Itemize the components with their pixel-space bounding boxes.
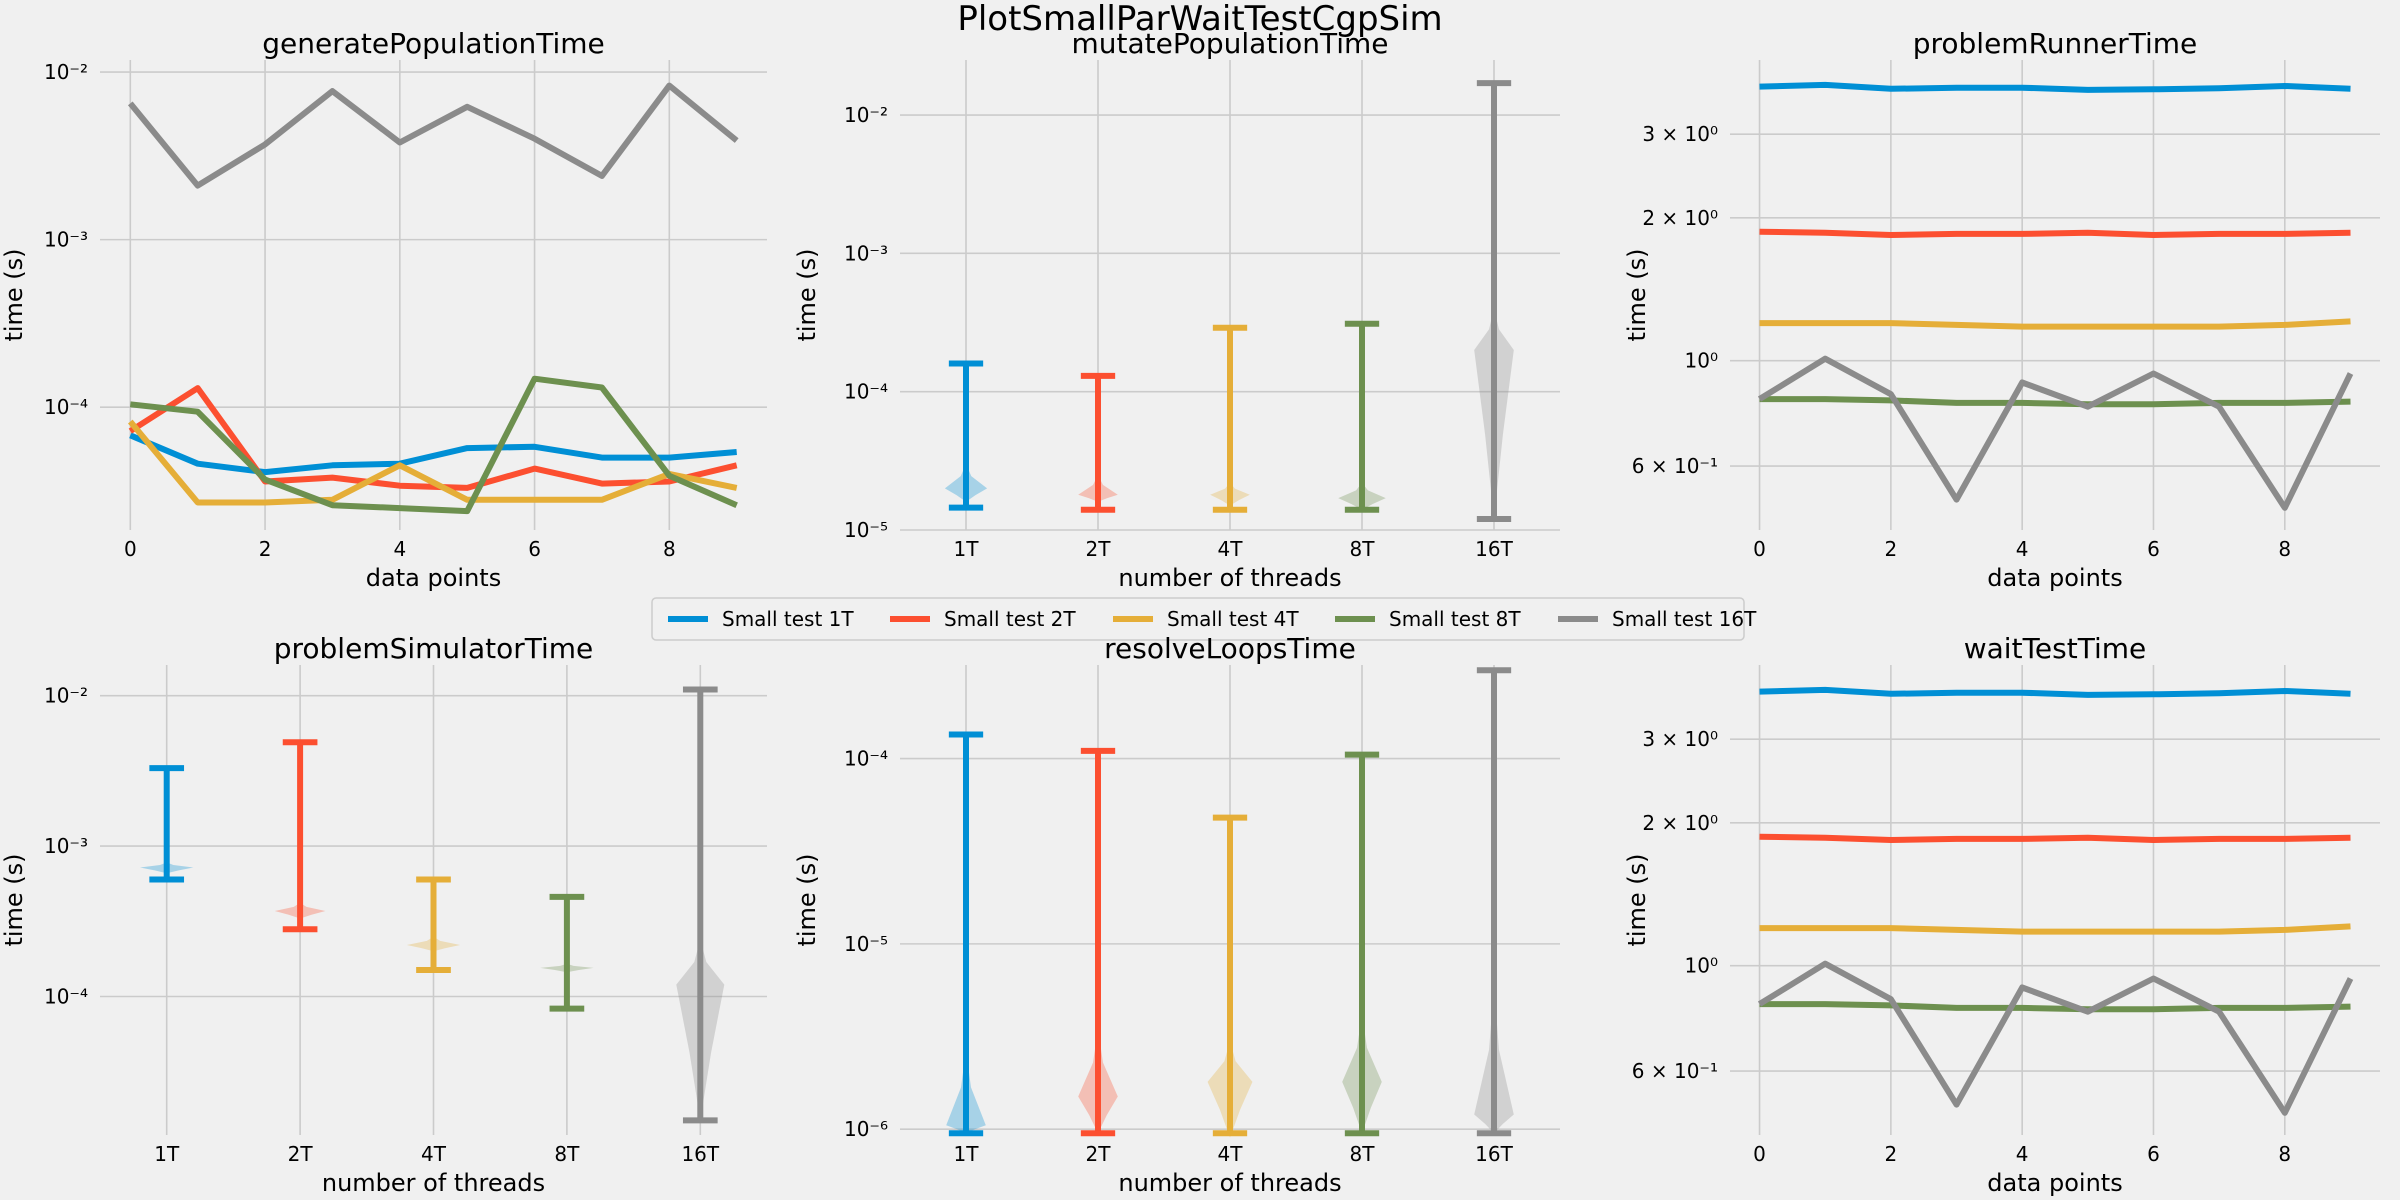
y-tick-label: 10⁻⁵: [844, 518, 888, 542]
x-tick-label: 4T: [1218, 1142, 1244, 1166]
chart-title: problemSimulatorTime: [274, 632, 594, 665]
x-tick-label: 8T: [1350, 1142, 1376, 1166]
series-line: [1757, 355, 2354, 511]
series-line: [128, 385, 738, 491]
y-tick-label: 10⁻⁶: [844, 1117, 888, 1141]
y-tick-label: 3 × 10⁰: [1642, 122, 1718, 146]
x-tick-label: 0: [1753, 537, 1766, 561]
x-tick-label: 1T: [154, 1142, 180, 1166]
y-tick-label: 10⁻³: [44, 834, 88, 858]
x-tick-label: 1T: [954, 1142, 980, 1166]
x-tick-label: 2: [259, 537, 272, 561]
chart-panel: 10⁻⁵ 10⁻⁴ 10⁻³ 10⁻² 1T 2T 4T 8T 16T mutatePopulat…: [793, 27, 1560, 592]
legend-frame: [651, 597, 1745, 641]
x-tick-label: 8: [2278, 537, 2291, 561]
x-tick-label: 8T: [1350, 537, 1376, 561]
chart-title: resolveLoopsTime: [1104, 632, 1356, 665]
y-tick-label: 10⁻²: [844, 103, 888, 127]
legend-label: Small test 1T: [722, 607, 854, 631]
chart-panel: 6 × 10⁻¹ 10⁰ 2 × 10⁰ 3 × 10⁰ 0 2 4 6 8 problemRun…: [1623, 27, 2380, 592]
chart-title: waitTestTime: [1964, 632, 2146, 665]
legend-label: Small test 2T: [944, 607, 1076, 631]
series-line: [1759, 318, 2351, 330]
x-tick-label: 4: [2016, 1142, 2029, 1166]
x-tick-label: 2: [1884, 537, 1897, 561]
y-axis-label: time (s): [0, 853, 28, 946]
chart-panel: 10⁻⁶ 10⁻⁵ 10⁻⁴ 1T 2T 4T 8T 16T resolveLoopsTime n…: [793, 632, 1560, 1197]
x-tick-label: 2: [1884, 1142, 1897, 1166]
y-axis-label: time (s): [1623, 853, 1651, 946]
series-line: [129, 432, 737, 476]
x-tick-label: 6: [2147, 537, 2160, 561]
y-tick-label: 6 × 10⁻¹: [1632, 454, 1718, 478]
legend-label: Small test 16T: [1612, 607, 1757, 631]
y-tick-label: 6 × 10⁻¹: [1632, 1059, 1718, 1083]
y-tick-label: 10⁻²: [44, 684, 88, 708]
series-line: [1759, 228, 2351, 238]
y-tick-label: 10⁻⁴: [44, 395, 88, 419]
y-axis-label: time (s): [793, 248, 821, 341]
chart-panel: 6 × 10⁻¹ 10⁰ 2 × 10⁰ 3 × 10⁰ 0 2 4 6 8 waitTestTi…: [1623, 632, 2380, 1197]
x-tick-label: 8T: [554, 1142, 580, 1166]
x-axis-label: data points: [1987, 564, 2122, 592]
figure-title: PlotSmallParWaitTestCgpSim: [957, 0, 1442, 39]
y-tick-label: 10⁰: [1685, 349, 1718, 373]
x-tick-label: 16T: [1475, 1142, 1513, 1166]
legend: Small test 1T Small test 2T Small test 4T S…: [651, 597, 1757, 641]
series-line: [1759, 81, 2351, 93]
x-tick-label: 8: [663, 537, 676, 561]
x-tick-label: 4: [393, 537, 406, 561]
y-axis-label: time (s): [793, 853, 821, 946]
y-tick-label: 10⁻⁴: [844, 747, 888, 771]
x-tick-label: 4: [2016, 537, 2029, 561]
chart-title: generatePopulationTime: [262, 27, 604, 60]
y-tick-label: 10⁻⁴: [44, 985, 88, 1009]
x-tick-label: 2T: [288, 1142, 314, 1166]
legend-label: Small test 4T: [1167, 607, 1299, 631]
x-tick-label: 4T: [421, 1142, 447, 1166]
x-axis-label: number of threads: [1118, 1169, 1341, 1197]
chart-title: mutatePopulationTime: [1072, 27, 1389, 60]
y-tick-label: 2 × 10⁰: [1642, 206, 1718, 230]
x-tick-label: 2T: [1086, 1142, 1112, 1166]
x-axis-label: number of threads: [322, 1169, 545, 1197]
y-axis-label: time (s): [0, 248, 28, 341]
series-line: [1757, 960, 2354, 1116]
series-line: [1759, 1001, 2351, 1013]
x-tick-label: 1T: [954, 537, 980, 561]
x-tick-label: 4T: [1218, 537, 1244, 561]
y-tick-label: 2 × 10⁰: [1642, 811, 1718, 835]
chart-panel: 10⁻⁴ 10⁻³ 10⁻² 1T 2T 4T 8T 16T problemSimulatorT…: [0, 632, 767, 1197]
series-line: [127, 82, 739, 189]
y-tick-label: 10⁻³: [44, 228, 88, 252]
chart-panel: 10⁻⁴ 10⁻³ 10⁻² 0 2 4 6 8 generatePopulationTime d…: [0, 27, 767, 592]
y-tick-label: 10⁰: [1685, 954, 1718, 978]
y-tick-label: 3 × 10⁰: [1642, 727, 1718, 751]
y-tick-label: 10⁻⁵: [844, 932, 888, 956]
x-axis-label: data points: [366, 564, 501, 592]
series-line: [1759, 923, 2351, 935]
series-line: [1759, 686, 2351, 698]
series-line: [129, 375, 738, 515]
x-tick-label: 6: [528, 537, 541, 561]
legend-label: Small test 8T: [1389, 607, 1521, 631]
x-tick-label: 16T: [681, 1142, 719, 1166]
series-line: [1759, 833, 2351, 843]
y-axis-label: time (s): [1623, 248, 1651, 341]
x-tick-label: 0: [124, 537, 137, 561]
x-tick-label: 2T: [1086, 537, 1112, 561]
y-tick-label: 10⁻²: [44, 60, 88, 84]
y-tick-label: 10⁻⁴: [844, 380, 888, 404]
series-line: [1759, 396, 2351, 408]
x-axis-label: data points: [1987, 1169, 2122, 1197]
y-tick-label: 10⁻³: [844, 241, 888, 265]
x-tick-label: 0: [1753, 1142, 1766, 1166]
x-tick-label: 6: [2147, 1142, 2160, 1166]
series-line: [127, 419, 738, 506]
chart-title: problemRunnerTime: [1913, 27, 2198, 60]
x-tick-label: 16T: [1475, 537, 1513, 561]
x-tick-label: 8: [2278, 1142, 2291, 1166]
x-axis-label: number of threads: [1118, 564, 1341, 592]
